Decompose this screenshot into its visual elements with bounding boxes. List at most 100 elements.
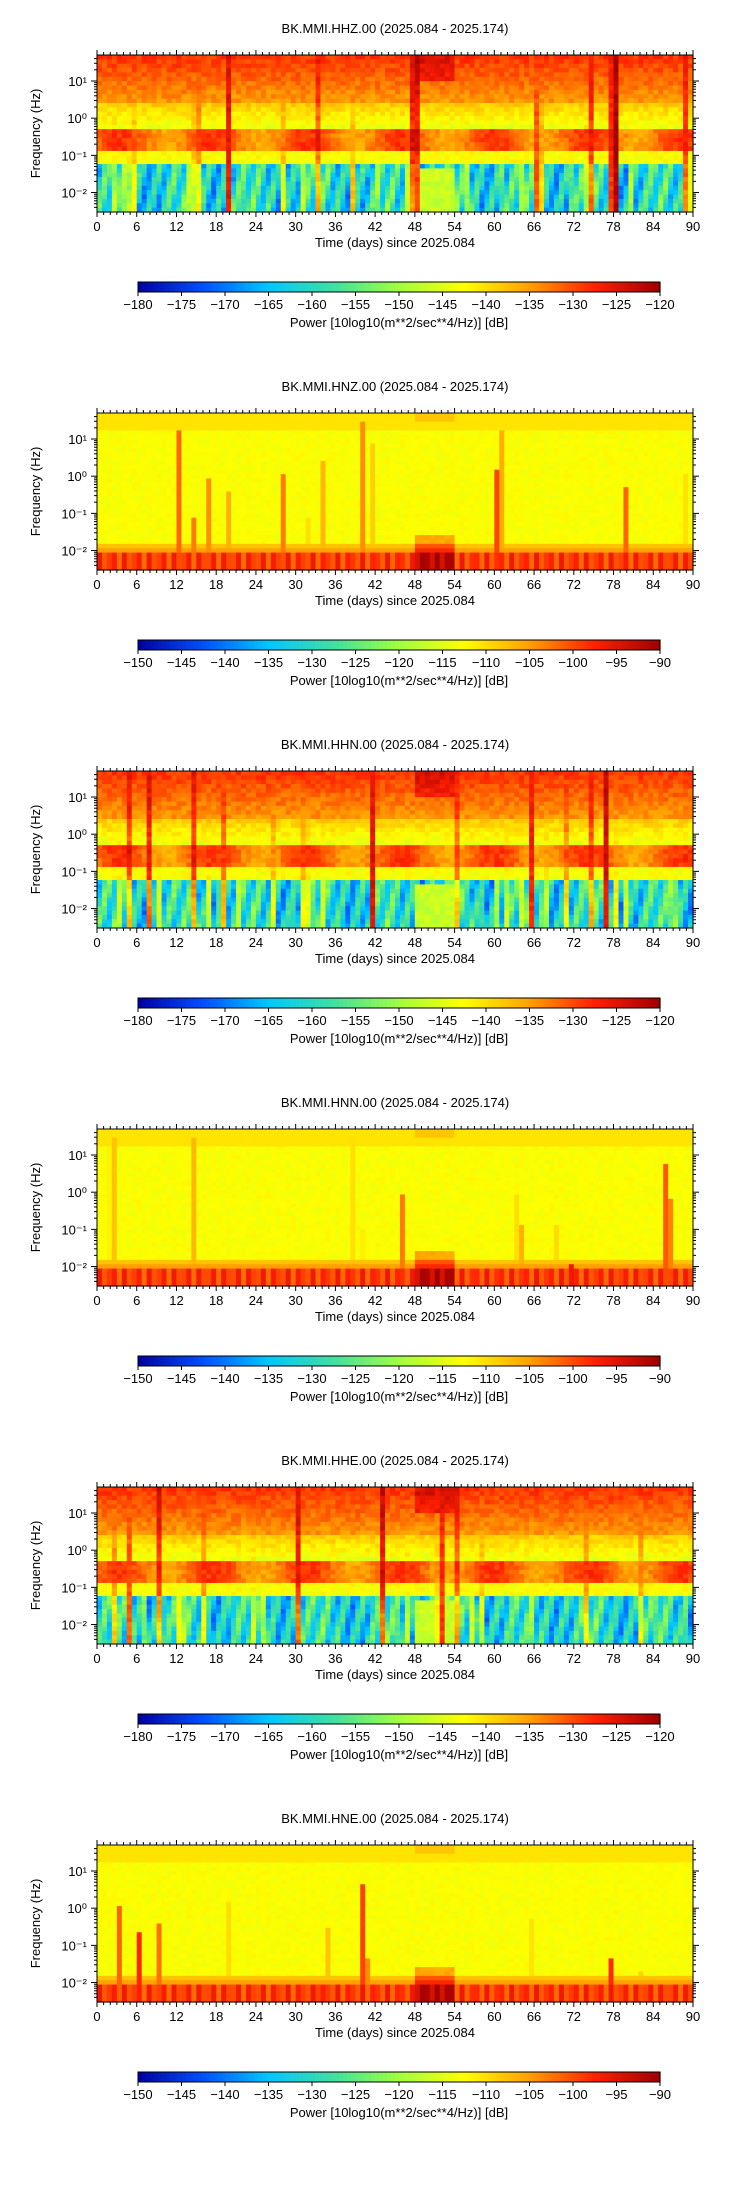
heatmap-cell: [633, 173, 639, 178]
heatmap-cell: [196, 177, 202, 182]
heatmap-cell: [330, 160, 336, 165]
heatmap-cell: [405, 103, 411, 108]
heatmap-cell: [643, 103, 649, 108]
heatmap-cell: [390, 59, 396, 64]
heatmap-cell: [206, 112, 212, 117]
heatmap-cell: [460, 99, 466, 104]
heatmap-cell: [623, 142, 629, 147]
heatmap-cell: [102, 129, 108, 134]
heatmap-cell: [216, 99, 222, 104]
heatmap-cell: [117, 94, 123, 99]
heatmap-cell: [365, 151, 371, 156]
heatmap-cell: [335, 186, 341, 191]
heatmap-cell: [226, 120, 232, 125]
heatmap-cell: [519, 90, 525, 95]
heatmap-cell: [112, 55, 118, 60]
heatmap-cell: [474, 64, 480, 69]
heatmap-cell: [614, 77, 620, 82]
heatmap-cell: [335, 90, 341, 95]
heatmap-cell: [375, 195, 381, 200]
heatmap-cell: [534, 151, 540, 156]
heatmap-cell: [425, 195, 431, 200]
heatmap-cell: [142, 112, 148, 117]
heatmap-cell: [360, 181, 366, 186]
heatmap-cell: [460, 68, 466, 73]
heatmap-cell: [579, 125, 585, 130]
heatmap-cell: [216, 129, 222, 134]
heatmap-cell: [534, 72, 540, 77]
heatmap-cell: [102, 64, 108, 69]
heatmap-cell: [614, 68, 620, 73]
heatmap-cell: [335, 147, 341, 152]
heatmap-cell: [211, 168, 217, 173]
heatmap-cell: [365, 90, 371, 95]
heatmap-cell: [604, 103, 610, 108]
heatmap-cell: [604, 59, 610, 64]
heatmap-cell: [425, 190, 431, 195]
heatmap-cell: [206, 199, 212, 204]
heatmap-cell: [102, 120, 108, 125]
heatmap-cell: [628, 151, 634, 156]
heatmap-cell: [350, 86, 356, 91]
heatmap-cell: [122, 77, 128, 82]
heatmap-cell: [479, 186, 485, 191]
heatmap-cell: [614, 186, 620, 191]
heatmap-cell: [455, 94, 461, 99]
heatmap-cell: [122, 99, 128, 104]
heatmap-cell: [152, 129, 158, 134]
heatmap-cell: [152, 59, 158, 64]
heatmap-cell: [216, 186, 222, 191]
heatmap-cell: [519, 112, 525, 117]
heatmap-cell: [614, 142, 620, 147]
heatmap-cell: [196, 199, 202, 204]
heatmap-cell: [181, 203, 187, 208]
heatmap-cell: [176, 160, 182, 165]
heatmap-cell: [455, 72, 461, 77]
heatmap-cell: [509, 64, 515, 69]
heatmap-cell: [484, 160, 490, 165]
heatmap-cell: [117, 72, 123, 77]
heatmap-cell: [509, 129, 515, 134]
heatmap-cell: [102, 125, 108, 130]
heatmap-cell: [176, 94, 182, 99]
heatmap-cell: [638, 138, 644, 143]
heatmap-cell: [306, 55, 312, 60]
heatmap-cell: [633, 120, 639, 125]
heatmap-cell: [559, 186, 565, 191]
heatmap-cell: [604, 94, 610, 99]
heatmap-cell: [251, 203, 257, 208]
heatmap-cell: [370, 142, 376, 147]
heatmap-cell: [321, 125, 327, 130]
heatmap-cell: [226, 116, 232, 121]
heatmap-cell: [321, 186, 327, 191]
heatmap-cell: [484, 77, 490, 82]
heatmap-cell: [97, 151, 103, 156]
heatmap-cell: [470, 86, 476, 91]
heatmap-cell: [479, 86, 485, 91]
heatmap-cell: [633, 155, 639, 160]
heatmap-cell: [301, 59, 307, 64]
heatmap-cell: [609, 72, 615, 77]
heatmap-cell: [122, 168, 128, 173]
heatmap-cell: [370, 55, 376, 60]
heatmap-cell: [569, 116, 575, 121]
heatmap-cell: [489, 190, 495, 195]
heatmap-cell: [306, 125, 312, 130]
heatmap-cell: [137, 177, 143, 182]
heatmap-cell: [420, 164, 426, 169]
heatmap-cell: [176, 120, 182, 125]
heatmap-cell: [609, 59, 615, 64]
heatmap-cell: [340, 77, 346, 82]
heatmap-cell: [524, 99, 530, 104]
heatmap-cell: [609, 103, 615, 108]
heatmap-cell: [390, 164, 396, 169]
chart-title: BK.MMI.HHZ.00 (2025.084 - 2025.174): [282, 21, 509, 36]
heatmap-cell: [400, 112, 406, 117]
heatmap-cell: [241, 90, 247, 95]
heatmap-cell: [345, 77, 351, 82]
heatmap-cell: [524, 195, 530, 200]
heatmap-cell: [256, 72, 262, 77]
heatmap-cell: [335, 59, 341, 64]
heatmap-cell: [663, 55, 669, 60]
heatmap-cell: [579, 103, 585, 108]
